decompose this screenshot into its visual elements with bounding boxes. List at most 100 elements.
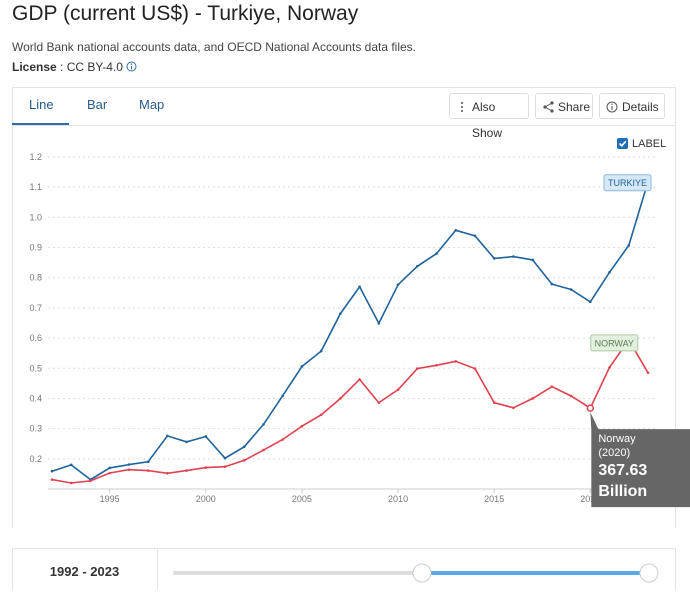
details-button[interactable]: Details: [599, 93, 665, 119]
series-line: [51, 338, 649, 484]
point: [339, 312, 342, 315]
point: [319, 413, 323, 417]
tooltip-series: Norway: [598, 433, 636, 445]
title: GDP (current US$) - Turkiye, Norway: [12, 2, 359, 25]
point: [185, 469, 188, 472]
point: [339, 397, 342, 400]
point: [185, 440, 188, 444]
tab-map[interactable]: Map: [139, 97, 165, 112]
point: [69, 481, 73, 485]
point: [108, 466, 111, 470]
point: [262, 423, 265, 426]
y-tick-label: 1.2: [29, 152, 42, 162]
point: [146, 469, 150, 472]
point: [108, 471, 111, 475]
point: [608, 270, 611, 274]
y-tick-label: 0.7: [29, 303, 42, 313]
point: [473, 367, 477, 370]
series-label: NORWAY: [595, 338, 634, 348]
y-tick-label: 0.8: [29, 273, 42, 283]
point: [415, 264, 419, 268]
point: [492, 401, 496, 404]
range-text: 1992 - 2023: [12, 548, 158, 589]
point: [415, 367, 419, 370]
point: [50, 469, 54, 473]
point: [454, 360, 458, 363]
point: [435, 363, 438, 367]
point: [512, 255, 515, 258]
license-label: License: [12, 60, 57, 74]
button-label: Details: [622, 100, 659, 114]
share-button[interactable]: Share: [535, 93, 593, 119]
tooltip-unit: Billion: [598, 483, 647, 500]
point: [608, 366, 611, 369]
point: [396, 283, 400, 286]
slider-handle[interactable]: [412, 563, 432, 583]
range-start: 1992: [49, 564, 79, 579]
point: [646, 371, 650, 375]
tooltip-period: (2020): [598, 447, 630, 459]
y-tick-label: 0.5: [29, 363, 42, 373]
point: [319, 349, 323, 353]
tab-separator: [12, 125, 675, 126]
license-value[interactable]: CC BY-4.0: [66, 60, 123, 74]
x-tick-label: 2020: [580, 494, 600, 504]
point: [358, 285, 361, 289]
x-tick-label: 2010: [388, 494, 408, 504]
label-checkbox[interactable]: [617, 138, 628, 149]
point: [127, 468, 131, 471]
point: [300, 365, 304, 368]
point: [589, 300, 592, 304]
point: [531, 397, 534, 400]
point: [512, 406, 515, 410]
info-icon[interactable]: [126, 61, 137, 72]
license: License : CC BY-4.0: [12, 60, 137, 74]
point: [531, 258, 534, 262]
point: [492, 257, 496, 260]
point: [242, 459, 246, 462]
label-toggle[interactable]: LABEL: [632, 138, 666, 150]
range-end: 2023: [90, 564, 120, 579]
y-tick-label: 0.2: [29, 454, 42, 464]
point: [435, 252, 438, 255]
point: [223, 465, 227, 468]
range-slider[interactable]: [170, 560, 670, 588]
point: [358, 378, 361, 381]
tab-line[interactable]: Line: [29, 97, 54, 112]
x-tick-label: 2000: [196, 494, 216, 504]
point: [50, 478, 54, 481]
y-tick-label: 0.6: [29, 333, 42, 343]
point: [204, 435, 208, 438]
point: [377, 401, 381, 404]
point: [627, 244, 631, 247]
point: [127, 463, 131, 466]
highlight-point: [586, 404, 595, 412]
chart-panel: [12, 87, 676, 528]
range-sep: -: [82, 564, 87, 579]
point: [223, 456, 227, 460]
series-label-box: [603, 174, 652, 192]
point: [473, 234, 477, 238]
range-panel: [12, 548, 676, 590]
series-label: TURKIYE: [608, 178, 647, 188]
y-tick-label: 0.4: [29, 393, 42, 403]
y-tick-label: 1.1: [29, 182, 42, 192]
button-label: Also Show: [472, 100, 503, 140]
point: [377, 322, 381, 325]
point: [262, 448, 265, 452]
slider-handle[interactable]: [639, 563, 659, 583]
also-show-button[interactable]: Also Show: [449, 93, 529, 140]
chart: LABEL 0.2 0.3 0.4 0.5 0.6 0.7 0.8 0.9 1.0 1.1 1.2 1…: [29, 138, 690, 508]
y-tick-label: 0.9: [29, 243, 42, 253]
point: [550, 282, 554, 286]
point: [281, 394, 285, 398]
tab-bar[interactable]: Bar: [87, 97, 108, 112]
point: [396, 388, 400, 392]
tooltip: Norway (2020) 367.63 Billion: [590, 412, 690, 508]
point: [166, 434, 169, 438]
point: [300, 424, 304, 428]
x-tick-label: 2005: [292, 494, 312, 504]
point: [550, 385, 554, 388]
y-tick-label: 1.0: [29, 212, 42, 222]
